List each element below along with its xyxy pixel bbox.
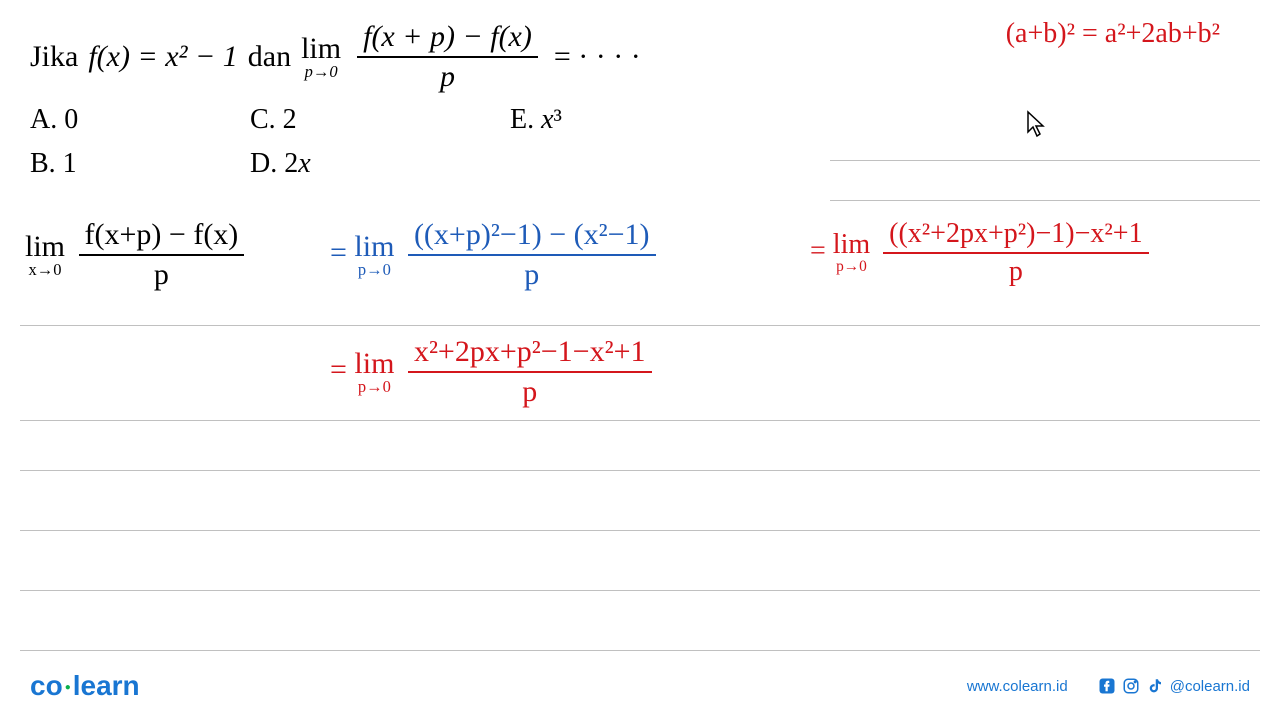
option-c: C. 2 (250, 104, 510, 136)
work-step-2: = lim p→0 ((x+p)²−1) − (x²−1) p (330, 218, 662, 292)
tiktok-icon (1146, 677, 1164, 695)
hint-formula: (a+b)² = a²+2ab+b² (1006, 18, 1220, 50)
facebook-icon (1098, 677, 1116, 695)
problem-suffix: = · · · · (554, 40, 641, 74)
ruled-line (20, 650, 1260, 651)
answer-options: A. 0 C. 2 E. x³ B. 1 D. 2x (30, 104, 1250, 180)
option-e: E. x³ (510, 104, 710, 136)
ruled-line (20, 470, 1260, 471)
work-step-1: lim x→0 f(x+p) − f(x) p (25, 218, 250, 292)
option-a: A. 0 (30, 104, 250, 136)
problem-limit: lim p→0 (301, 34, 341, 81)
divider-line (830, 200, 1260, 201)
problem-fraction: f(x + p) − f(x) p (357, 20, 538, 94)
problem-function: f(x) = x² − 1 (88, 40, 237, 74)
ruled-line (20, 325, 1260, 326)
footer-url: www.colearn.id (967, 678, 1068, 695)
ruled-line (20, 530, 1260, 531)
ruled-line (20, 590, 1260, 591)
divider-line (830, 160, 1260, 161)
option-d: D. 2x (250, 148, 510, 180)
social-handle: @colearn.id (1170, 678, 1250, 695)
cursor-icon (1025, 110, 1047, 138)
brand-logo: co●learn (30, 670, 140, 702)
work-step-4: = lim p→0 x²+2px+p²−1−x²+1 p (330, 335, 658, 409)
work-step-3: = lim p→0 ((x²+2px+p²)−1)−x²+1 p (810, 218, 1155, 288)
workspace: lim x→0 f(x+p) − f(x) p = lim p→0 ((x+p)… (20, 210, 1260, 660)
instagram-icon (1122, 677, 1140, 695)
problem-conj: dan (248, 40, 291, 74)
footer-right: www.colearn.id @colearn.id (967, 677, 1250, 695)
problem-prefix: Jika (30, 40, 78, 74)
ruled-line (20, 420, 1260, 421)
footer: co●learn www.colearn.id @colearn.id (30, 670, 1250, 702)
option-b: B. 1 (30, 148, 250, 180)
social-icons: @colearn.id (1098, 677, 1250, 695)
